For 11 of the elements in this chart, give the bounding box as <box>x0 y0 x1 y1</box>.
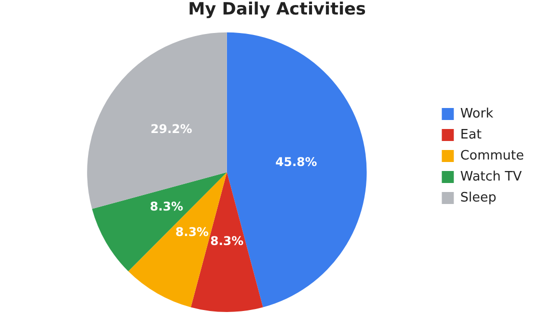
data-label: 8.3% <box>175 224 209 239</box>
chart-title: My Daily Activities <box>188 0 366 20</box>
data-label: 8.3% <box>210 234 244 248</box>
data-label: 29.2% <box>150 122 192 136</box>
legend-label: Watch TV <box>460 169 522 184</box>
data-label: 8.3% <box>150 199 184 214</box>
legend-label: Eat <box>460 127 482 142</box>
legend-label: Commute <box>460 148 524 164</box>
data-label: 45.8% <box>275 155 318 170</box>
legend-label: Sleep <box>460 190 496 206</box>
legend-label: Work <box>460 106 494 122</box>
